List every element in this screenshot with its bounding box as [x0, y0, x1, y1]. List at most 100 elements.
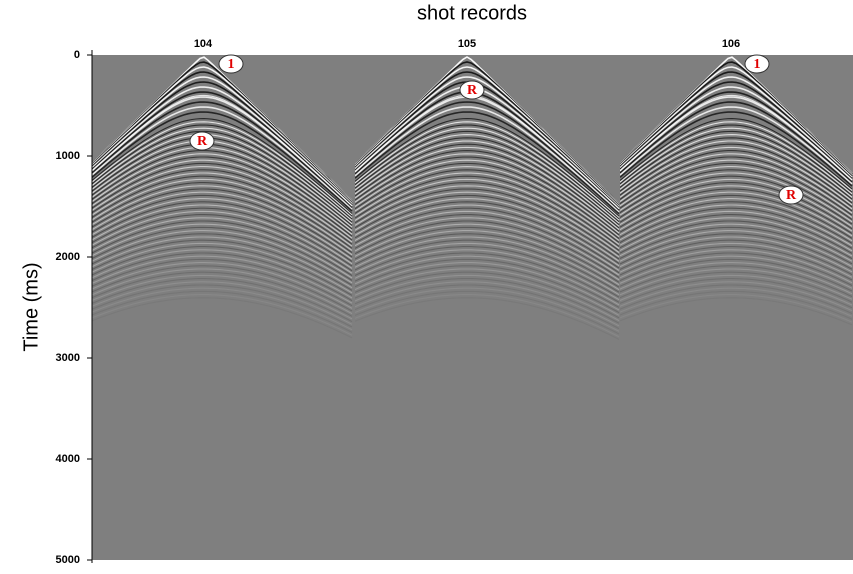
- seismic-event: [620, 106, 853, 185]
- seismic-event: [92, 162, 353, 237]
- seismic-event: [620, 71, 853, 175]
- seismic-event: [355, 239, 620, 293]
- seismic-event: [92, 86, 353, 205]
- seismic-event: [92, 101, 353, 209]
- y-axis-label: Time (ms): [20, 262, 42, 351]
- seismic-event: [620, 249, 853, 284]
- annotation: 1: [228, 57, 235, 72]
- seismic-event: [355, 143, 620, 229]
- seismic-event: [620, 236, 853, 273]
- seismic-event: [620, 76, 853, 176]
- seismic-event: [355, 249, 620, 301]
- seismic-event: [92, 217, 353, 274]
- seismic-event: [355, 214, 620, 274]
- y-tick-label: 1000: [56, 150, 80, 162]
- annotation-marker: [218, 54, 244, 74]
- seismic-event: [355, 118, 620, 217]
- seismic-event: [355, 281, 620, 327]
- seismic-event: [620, 207, 853, 249]
- seismic-event: [92, 226, 353, 281]
- seismic-event: [92, 201, 353, 262]
- seismic-event: [620, 143, 853, 204]
- seismic-event: [620, 146, 853, 206]
- seismic-event: [355, 226, 620, 283]
- seismic-event: [620, 252, 853, 286]
- seismic-event: [92, 127, 353, 219]
- seismic-event: [92, 278, 353, 323]
- seismic-event: [92, 191, 353, 256]
- seismic-event: [620, 297, 853, 326]
- seismic-event: [92, 268, 353, 315]
- seismic-event: [92, 249, 353, 299]
- seismic-event: [92, 185, 353, 251]
- seismic-event: [620, 94, 853, 181]
- seismic-event: [92, 204, 353, 265]
- seismic-event: [92, 166, 353, 239]
- seismic-event: [92, 255, 353, 304]
- seismic-event: [92, 258, 353, 307]
- seismic-event: [620, 290, 853, 320]
- shot-label: 104: [194, 38, 213, 50]
- seismic-event: [620, 223, 853, 262]
- seismic-event: [355, 278, 620, 324]
- seismic-event: [355, 101, 620, 211]
- seismic-event: [92, 178, 353, 247]
- seismic-event: [92, 124, 353, 217]
- seismic-event: [92, 118, 353, 214]
- seismic-event: [355, 255, 620, 306]
- seismic-event: [620, 118, 853, 190]
- seismic-event: [92, 130, 353, 220]
- seismic-event: [620, 166, 853, 218]
- annotation-marker: [778, 185, 804, 205]
- seismic-event: [355, 297, 620, 340]
- seismic-event: [92, 188, 353, 254]
- seismic-event: [620, 111, 853, 187]
- seismic-event: [355, 201, 620, 265]
- annotation: 1: [754, 57, 761, 72]
- seismic-event: [92, 94, 353, 207]
- seismic-event: [620, 101, 853, 183]
- seismic-event: [620, 242, 853, 278]
- seismic-event: [92, 233, 353, 286]
- seismic-event: [355, 169, 620, 243]
- seismic-event: [355, 156, 620, 236]
- seismic-event: [620, 214, 853, 254]
- title: shot records: [417, 2, 527, 24]
- seismic-event: [92, 207, 353, 267]
- seismic-event: [355, 106, 620, 213]
- seismic-event: [620, 226, 853, 265]
- seismic-event: [620, 81, 853, 177]
- seismic-event: [620, 258, 853, 292]
- seismic-event: [620, 204, 853, 247]
- seismic-event: [355, 94, 620, 209]
- seismic-event: [92, 239, 353, 291]
- seismic-event: [620, 175, 853, 225]
- seismic-event: [355, 166, 620, 241]
- seismic-event: [92, 121, 353, 216]
- seismic-event: [355, 140, 620, 227]
- seismic-event: [620, 159, 853, 214]
- seismic-event: [620, 294, 853, 323]
- seismic-event: [355, 146, 620, 231]
- seismic-event: [355, 188, 620, 256]
- seismic-event: [355, 153, 620, 234]
- seismic-event: [620, 86, 853, 178]
- seismic-event: [92, 271, 353, 317]
- seismic-event: [620, 127, 853, 195]
- seismic-event: [355, 134, 620, 224]
- seismic-event: [355, 198, 620, 262]
- seismic-event: [92, 159, 353, 235]
- seismic-event: [620, 91, 853, 180]
- seismic-event: [355, 258, 620, 308]
- seismic-event: [355, 178, 620, 249]
- seismic-event: [92, 214, 353, 272]
- seismic-event: [620, 134, 853, 198]
- seismic-event: [92, 169, 353, 241]
- seismic-event: [355, 287, 620, 332]
- seismic-event: [92, 150, 353, 230]
- shot-label: 106: [722, 38, 740, 50]
- seismic-event: [92, 182, 353, 249]
- seismic-event: [92, 111, 353, 212]
- seismic-event: [92, 223, 353, 279]
- seismic-event: [620, 278, 853, 309]
